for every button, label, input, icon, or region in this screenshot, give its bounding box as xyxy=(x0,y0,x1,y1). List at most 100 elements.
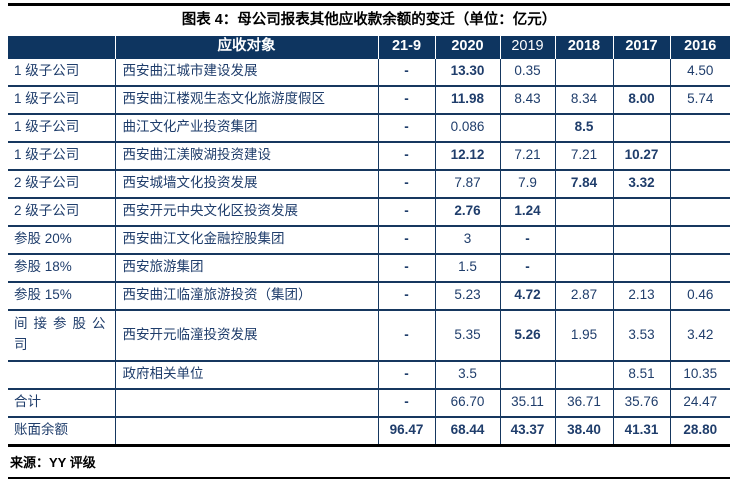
col-header-2017: 2017 xyxy=(612,35,670,59)
cell-value: 3.42 xyxy=(669,308,730,361)
cell-value: - xyxy=(377,84,435,114)
cell-value: 36.71 xyxy=(554,387,613,417)
cell-value: 5.26 xyxy=(499,308,555,361)
cell-value: - xyxy=(377,140,435,170)
cell-value: 7.21 xyxy=(554,140,613,170)
cell-value: 7.87 xyxy=(434,168,500,198)
table-header-row: 应收对象 21-9 2020 2019 2018 2017 2016 xyxy=(8,35,730,59)
cell-value: 3.32 xyxy=(612,168,670,198)
cell-value xyxy=(669,252,730,282)
row-category: 1 级子公司 xyxy=(8,84,115,114)
cell-value: 4.72 xyxy=(499,280,555,310)
row-receivable-name xyxy=(114,415,378,444)
cell-value: 13.30 xyxy=(434,58,500,86)
table-row: 合计 -66.70 35.11 36.71 35.76 24.47 xyxy=(8,387,730,417)
cell-value: 8.43 xyxy=(499,84,555,114)
cell-value: 3 xyxy=(434,224,500,254)
row-category: 参股 18% xyxy=(8,252,115,282)
cell-value: 5.23 xyxy=(434,280,500,310)
row-receivable-name: 西安城墙文化投资发展 xyxy=(114,168,378,198)
row-category: 参股 20% xyxy=(8,224,115,254)
table-row: 1 级子公司 西安曲江楼观生态文化旅游度假区 -11.98 8.43 8.34 8.00 5… xyxy=(8,84,730,114)
cell-value xyxy=(499,359,555,389)
row-receivable-name: 西安曲江渼陂湖投资建设 xyxy=(114,140,378,170)
cell-value: 8.5 xyxy=(554,112,613,142)
row-category: 合计 xyxy=(8,387,115,417)
row-category: 1 级子公司 xyxy=(14,63,80,79)
bottom-rule xyxy=(8,476,730,479)
cell-value: 12.12 xyxy=(434,140,500,170)
row-category: 1 级子公司 xyxy=(8,140,115,170)
cell-value: - xyxy=(377,308,435,361)
cell-value: 2.76 xyxy=(434,196,500,226)
row-category: 账面余额 xyxy=(8,415,115,444)
cell-value: 7.9 xyxy=(499,168,555,198)
cell-value xyxy=(554,359,613,389)
col-header-应收对象: 应收对象 xyxy=(114,35,378,59)
row-receivable-name: 西安曲江城市建设发展 xyxy=(114,58,378,86)
cell-value: 0.46 xyxy=(669,280,730,310)
cell-value xyxy=(669,112,730,142)
cell-value: 10.35 xyxy=(669,359,730,389)
table-row: 间接参股公司 西安开元临潼投资发展 -5.35 5.26 1.95 3.53 3.42 xyxy=(8,308,730,361)
table-row: 政府相关单位 -3.5 8.51 10.35 xyxy=(8,359,730,389)
cell-value: 1.95 xyxy=(554,308,613,361)
table-row: 2 级子公司 西安城墙文化投资发展 -7.87 7.9 7.84 3.32 xyxy=(8,168,730,198)
col-header-2019: 2019 xyxy=(499,35,555,59)
cell-value xyxy=(554,224,613,254)
cell-value: 0.35 xyxy=(499,58,555,86)
row-receivable-name: 西安曲江临潼旅游投资（集团） xyxy=(114,280,378,310)
row-category: 1 级子公司 xyxy=(8,112,115,142)
cell-value: - xyxy=(377,58,435,86)
table-row: 参股 20% 西安曲江文化金融控股集团 -3- xyxy=(8,224,730,254)
row-category xyxy=(8,359,115,389)
source-label: 来源：YY 评级 xyxy=(10,454,96,470)
cell-value: 66.70 xyxy=(434,387,500,417)
cell-value: 24.47 xyxy=(669,387,730,417)
table-header: 应收对象 21-9 2020 2019 2018 2017 2016 xyxy=(8,35,730,59)
cell-value: 0.086 xyxy=(434,112,500,142)
cell-value: 4.50 xyxy=(669,58,730,86)
cell-value xyxy=(554,196,613,226)
cell-value: 3.53 xyxy=(612,308,670,361)
cell-value: 68.44 xyxy=(434,415,500,444)
col-header-2018: 2018 xyxy=(554,35,613,59)
cell-value: - xyxy=(377,112,435,142)
col-header-2016: 2016 xyxy=(669,35,730,59)
cell-value: 2.13 xyxy=(612,280,670,310)
cell-value: - xyxy=(377,196,435,226)
row-receivable-name: 西安开元临潼投资发展 xyxy=(114,308,378,361)
row-category: 2 级子公司 xyxy=(8,168,115,198)
cell-value xyxy=(612,252,670,282)
cell-value: 1.24 xyxy=(499,196,555,226)
cell-value: - xyxy=(377,252,435,282)
cell-value: 38.40 xyxy=(554,415,613,444)
cell-value: 7.84 xyxy=(554,168,613,198)
cell-value xyxy=(669,224,730,254)
cell-value: - xyxy=(377,387,435,417)
cell-value xyxy=(554,252,613,282)
cell-value: 8.51 xyxy=(612,359,670,389)
cell-value: 3.5 xyxy=(434,359,500,389)
cell-value xyxy=(612,196,670,226)
cell-value: 2.87 xyxy=(554,280,613,310)
cell-value: - xyxy=(377,359,435,389)
cell-value xyxy=(612,224,670,254)
cell-value: - xyxy=(499,252,555,282)
col-header-category xyxy=(8,35,115,59)
table-row: 1 级子公司 西安曲江城市建设发展 -13.30 0.35 4.50 xyxy=(8,58,730,86)
cell-value: - xyxy=(377,224,435,254)
row-receivable-name: 西安旅游集团 xyxy=(114,252,378,282)
receivables-table: 应收对象 21-9 2020 2019 2018 2017 2016 1 级子公司 西安曲江城… xyxy=(8,35,730,444)
col-header-21-9: 21-9 xyxy=(377,35,435,59)
cell-value xyxy=(669,168,730,198)
cell-value: 7.21 xyxy=(499,140,555,170)
cell-value: 11.98 xyxy=(434,84,500,114)
col-header-2020: 2020 xyxy=(434,35,500,59)
cell-value xyxy=(499,112,555,142)
table-row: 1 级子公司 西安曲江渼陂湖投资建设 -12.12 7.21 7.21 10.27 xyxy=(8,140,730,170)
table-row: 参股 15% 西安曲江临潼旅游投资（集团） -5.23 4.72 2.87 2.13 0.4… xyxy=(8,280,730,310)
row-receivable-name: 西安开元中央文化区投资发展 xyxy=(114,196,378,226)
row-category: 2 级子公司 xyxy=(8,196,115,226)
